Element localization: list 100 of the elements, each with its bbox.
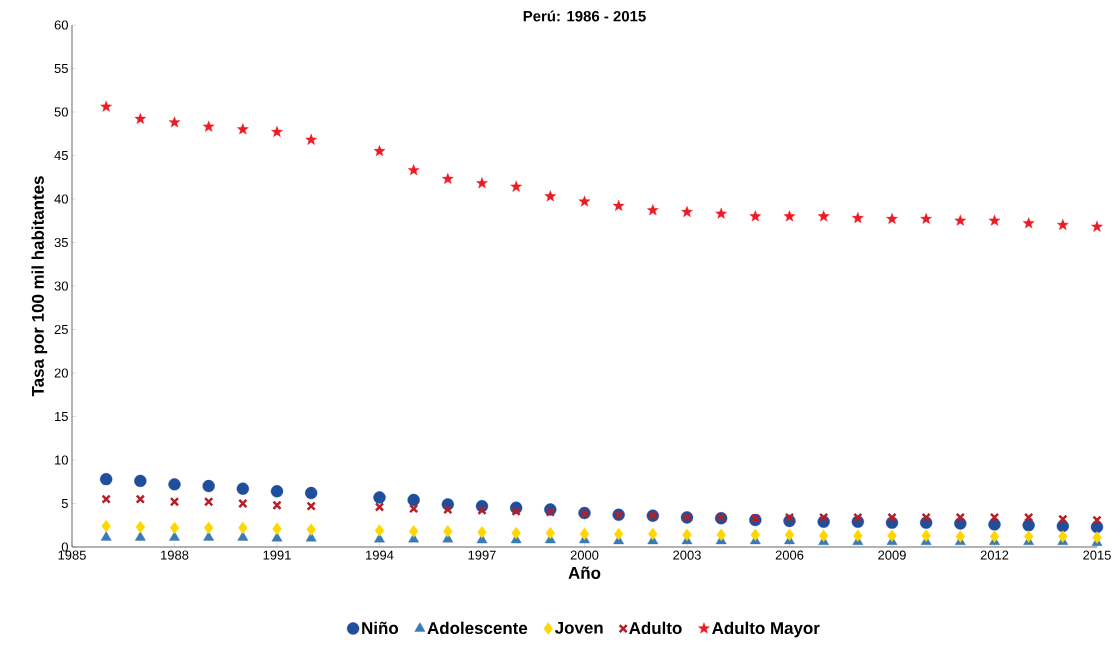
point bbox=[272, 500, 282, 511]
point bbox=[100, 100, 112, 112]
y-axis-title: Tasa por 100 mil habitantes bbox=[31, 176, 48, 397]
point bbox=[236, 482, 250, 495]
point bbox=[954, 214, 967, 226]
y-tick-label: 45 bbox=[54, 150, 68, 161]
point bbox=[373, 145, 386, 157]
point bbox=[441, 172, 454, 184]
point bbox=[1022, 217, 1035, 229]
x-axis-title: Año bbox=[568, 566, 601, 579]
y-tick-label: 60 bbox=[54, 20, 68, 30]
point bbox=[306, 523, 316, 536]
legend-label: Adulto bbox=[629, 621, 682, 635]
point bbox=[818, 512, 829, 523]
point bbox=[817, 210, 830, 222]
point bbox=[1092, 531, 1102, 544]
point bbox=[477, 526, 487, 539]
x-tick-label: 2000 bbox=[570, 550, 599, 560]
point bbox=[408, 503, 419, 514]
point bbox=[511, 526, 521, 540]
point bbox=[578, 195, 591, 207]
chart-title: Perú: 1986 - 2015 bbox=[523, 10, 646, 22]
legend-label: Adolescente bbox=[427, 621, 528, 635]
point bbox=[784, 528, 795, 541]
y-tick-label: 5 bbox=[61, 498, 68, 509]
point bbox=[612, 199, 625, 211]
point bbox=[373, 491, 386, 504]
point bbox=[101, 494, 111, 504]
point bbox=[818, 529, 829, 542]
point bbox=[443, 525, 453, 538]
point bbox=[407, 493, 420, 507]
point bbox=[238, 498, 248, 509]
point bbox=[272, 522, 282, 535]
point bbox=[134, 531, 146, 541]
point bbox=[853, 529, 863, 542]
point bbox=[134, 112, 147, 124]
point bbox=[715, 207, 727, 219]
point bbox=[1023, 530, 1034, 543]
y-tick-label: 10 bbox=[55, 455, 68, 465]
y-tick-label: 25 bbox=[54, 324, 68, 335]
x-tick-label: 2003 bbox=[673, 550, 701, 560]
point bbox=[202, 479, 215, 493]
point bbox=[304, 486, 318, 500]
point bbox=[716, 528, 726, 541]
point bbox=[99, 472, 113, 486]
point bbox=[238, 521, 248, 535]
point bbox=[955, 530, 966, 543]
point bbox=[988, 214, 1001, 226]
x-tick-label: 2009 bbox=[878, 550, 906, 560]
point bbox=[168, 116, 181, 128]
point bbox=[613, 527, 624, 541]
y-tick-label: 15 bbox=[55, 411, 68, 422]
x-tick-label: 2012 bbox=[980, 550, 1009, 560]
point bbox=[545, 526, 556, 540]
point bbox=[750, 528, 761, 541]
point bbox=[1022, 519, 1035, 532]
point bbox=[169, 521, 180, 535]
point bbox=[1058, 530, 1068, 543]
point bbox=[237, 531, 249, 541]
point bbox=[1092, 515, 1102, 525]
point bbox=[646, 204, 659, 216]
point bbox=[305, 133, 317, 145]
y-tick-label: 0 bbox=[61, 542, 68, 552]
point bbox=[887, 512, 897, 523]
x-tick-label: 1997 bbox=[468, 550, 496, 560]
y-tick-label: 35 bbox=[54, 237, 68, 248]
point bbox=[887, 529, 897, 542]
point bbox=[648, 527, 658, 541]
point bbox=[510, 180, 522, 192]
point bbox=[920, 212, 932, 224]
point bbox=[135, 520, 146, 534]
point bbox=[168, 478, 181, 491]
point bbox=[236, 123, 249, 135]
point bbox=[851, 212, 864, 224]
point bbox=[544, 190, 557, 202]
x-tick-label: 2015 bbox=[1083, 550, 1111, 560]
point bbox=[407, 164, 420, 176]
point bbox=[853, 512, 863, 523]
point bbox=[306, 501, 316, 511]
point bbox=[134, 474, 147, 488]
point bbox=[476, 177, 488, 189]
point bbox=[271, 125, 283, 137]
legend-label: Adulto Mayor bbox=[712, 621, 820, 638]
point bbox=[545, 507, 556, 517]
point bbox=[408, 525, 419, 538]
x-tick-label: 1994 bbox=[366, 550, 394, 560]
point bbox=[203, 521, 214, 535]
y-tick-label: 20 bbox=[54, 368, 68, 378]
point bbox=[989, 512, 1000, 523]
y-tick-label: 40 bbox=[54, 194, 68, 204]
point bbox=[511, 506, 521, 517]
y-tick-label: 50 bbox=[54, 107, 68, 117]
x-tick-label: 2006 bbox=[775, 550, 804, 560]
point bbox=[921, 512, 931, 523]
point bbox=[270, 485, 284, 498]
y-tick-label: 55 bbox=[54, 63, 68, 74]
point bbox=[100, 531, 112, 541]
point bbox=[579, 527, 590, 541]
point bbox=[955, 512, 966, 523]
point bbox=[374, 502, 385, 512]
